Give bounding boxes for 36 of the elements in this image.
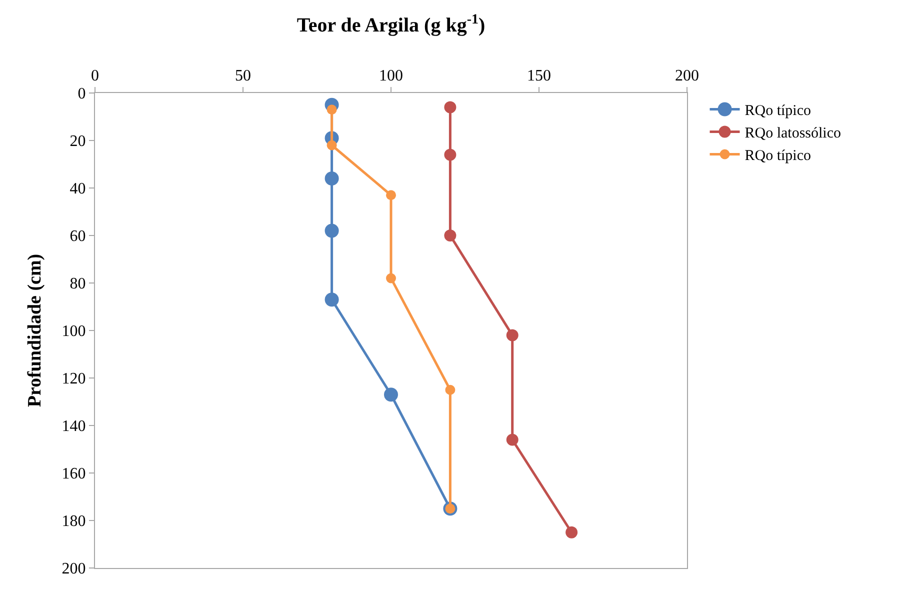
legend-label: RQo típico <box>744 103 812 120</box>
point <box>324 292 339 307</box>
point <box>324 172 339 186</box>
y-tick-label: 40 <box>70 180 86 198</box>
y-tick-label: 160 <box>62 466 86 483</box>
point <box>386 273 396 284</box>
y-tick-label: 100 <box>62 323 86 340</box>
y-tick-label: 140 <box>62 418 86 436</box>
x-tick-label: 200 <box>675 68 699 85</box>
point <box>506 329 518 342</box>
y-tick-label: 180 <box>62 513 86 530</box>
point <box>444 101 456 114</box>
point <box>324 224 339 238</box>
y-tick-label: 200 <box>62 560 86 578</box>
point <box>445 384 456 395</box>
y-tick-label: 120 <box>62 370 86 388</box>
x-tick-label: 150 <box>527 68 551 85</box>
y-tick-label: 80 <box>70 276 86 293</box>
chart-title: Teor de Argila (g kg$^{-1}$) <box>296 12 486 37</box>
y-tick-label: 20 <box>70 133 86 150</box>
point <box>444 230 456 242</box>
point <box>386 190 396 200</box>
point <box>566 526 578 538</box>
y-tick-label: 0 <box>78 86 86 103</box>
point <box>506 434 518 446</box>
point <box>384 388 398 402</box>
y-axis-title: Profundidade (cm) <box>24 254 46 408</box>
legend-label: RQo latossólico <box>744 126 842 142</box>
point <box>444 148 456 161</box>
x-tick-label: 0 <box>91 68 99 85</box>
x-tick-label: 100 <box>379 68 403 85</box>
point <box>326 104 337 115</box>
point <box>326 140 337 150</box>
y-tick-label: 60 <box>70 228 86 246</box>
x-tick-label: 50 <box>235 68 251 85</box>
legend-label: RQo típico <box>744 148 812 164</box>
